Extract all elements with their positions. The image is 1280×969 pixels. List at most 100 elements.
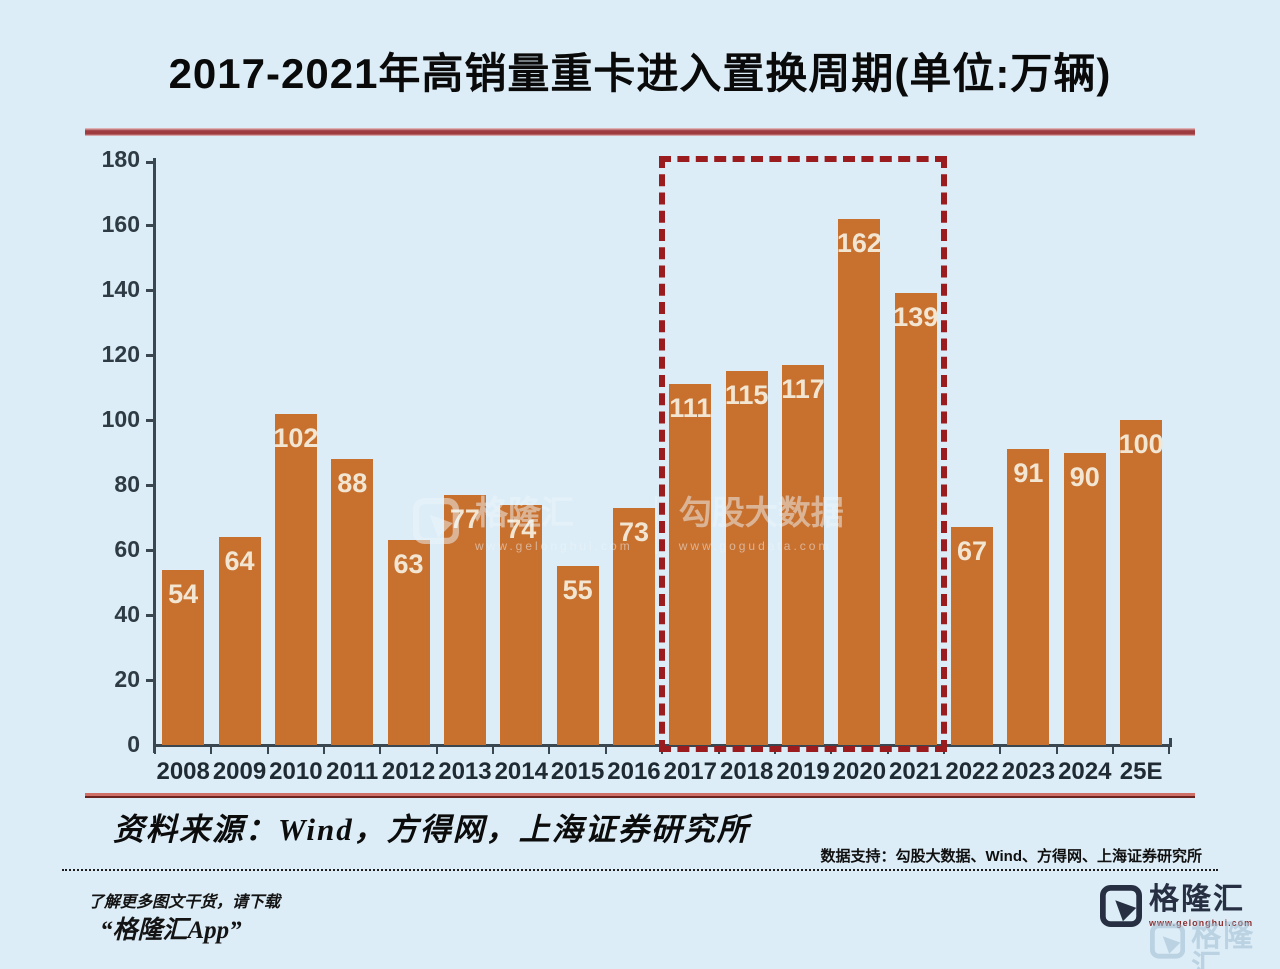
- y-tick-label: 160: [101, 211, 140, 237]
- x-tick-mark: [1111, 745, 1114, 754]
- x-category-label: 2012: [381, 758, 436, 785]
- y-tick-label: 80: [114, 471, 140, 497]
- y-tick-label: 0: [127, 731, 140, 757]
- bar-value-label: 64: [224, 546, 255, 576]
- gelonghui-logo-icon: [1150, 923, 1186, 959]
- bar-value-label: 91: [1013, 458, 1044, 489]
- x-category-label: 2018: [719, 758, 774, 785]
- source-divider-line: [85, 793, 1195, 798]
- bar-value-label: 55: [562, 575, 593, 606]
- bar: [387, 540, 430, 745]
- y-tick-mark: [146, 549, 155, 552]
- x-tick-mark: [492, 745, 495, 754]
- y-tick-label: 180: [101, 146, 140, 172]
- source-text: 资料来源：Wind，方得网，上海证券研究所: [113, 812, 750, 847]
- bar-value-label: 117: [781, 373, 825, 404]
- logo-brand-text: 格隆汇: [1149, 883, 1245, 916]
- bar-value-label: 63: [393, 549, 424, 580]
- x-category-label: 25E: [1119, 758, 1163, 785]
- gelonghui-logo-icon: [1100, 885, 1142, 927]
- x-axis-end-tick: [1169, 738, 1172, 747]
- bar: [500, 504, 543, 745]
- bar-value-label: 74: [506, 513, 537, 544]
- bar-value-label: 73: [618, 516, 649, 547]
- y-tick-label: 20: [114, 666, 140, 692]
- x-tick-mark: [548, 745, 551, 754]
- x-tick-mark: [379, 745, 382, 754]
- y-tick-label: 40: [114, 601, 140, 627]
- bar: [1120, 420, 1163, 745]
- bar: [725, 371, 768, 745]
- bar: [331, 459, 374, 745]
- y-tick-label: 120: [101, 341, 140, 367]
- x-tick-mark: [210, 745, 213, 754]
- bar: [556, 566, 599, 745]
- bar: [274, 413, 317, 745]
- title-underline: [85, 128, 1195, 136]
- y-tick-mark: [146, 484, 155, 487]
- highlight-box: [659, 156, 947, 752]
- bar: [782, 364, 825, 745]
- y-tick-label: 140: [101, 276, 140, 302]
- y-tick-mark: [146, 354, 155, 357]
- y-tick-mark: [146, 419, 155, 422]
- corner-watermark-brand: 格隆汇: [1191, 920, 1256, 969]
- bar: [162, 569, 205, 745]
- y-axis-top-tick: [146, 161, 156, 164]
- bar-value-label: 102: [273, 422, 319, 453]
- bar: [1007, 449, 1050, 745]
- y-tick-label: 100: [101, 406, 140, 432]
- x-category-label: 2020: [832, 758, 887, 785]
- x-category-label: 2011: [326, 758, 379, 785]
- y-tick-mark: [146, 289, 155, 292]
- x-tick-mark: [999, 745, 1002, 754]
- bar: [218, 537, 261, 745]
- corner-watermark: 格隆汇: [1150, 922, 1280, 969]
- bar-value-label: 115: [724, 380, 769, 411]
- x-category-label: 2019: [776, 758, 830, 785]
- x-tick-mark: [323, 745, 326, 754]
- y-tick-mark: [146, 614, 155, 617]
- x-category-label: 2021: [889, 758, 943, 785]
- bar-value-label: 100: [1118, 429, 1164, 459]
- bar: [951, 527, 994, 745]
- x-category-label: 2016: [607, 758, 661, 785]
- x-category-label: 2008: [156, 758, 210, 785]
- bar: [838, 218, 881, 745]
- bar: [1063, 452, 1106, 745]
- bar-value-label: 88: [337, 468, 368, 498]
- data-support-text: 数据支持：勾股大数据、Wind、方得网、上海证券研究所: [820, 848, 1202, 865]
- page-title: 2017-2021年高销量重卡进入置换周期(单位:万辆): [168, 50, 1112, 97]
- x-tick-mark: [1055, 745, 1058, 754]
- x-category-label: 2024: [1058, 758, 1112, 785]
- x-category-label: 2017: [663, 758, 717, 785]
- x-tick-mark: [154, 745, 156, 754]
- bar: [612, 507, 655, 745]
- bar-value-label: 139: [893, 302, 939, 333]
- y-tick-mark: [146, 679, 155, 682]
- bar-value-label: 77: [449, 503, 480, 534]
- app-name-text: “格隆汇App”: [100, 917, 242, 944]
- x-tick-mark: [435, 745, 438, 754]
- y-axis-line: [153, 158, 156, 753]
- download-hint-text: 了解更多图文干货，请下载: [88, 894, 281, 911]
- bar: [894, 293, 937, 745]
- x-tick-mark: [1168, 745, 1171, 754]
- footer-dotted-divider: [62, 869, 1218, 871]
- bar: [669, 384, 712, 745]
- x-category-label: 2023: [1001, 758, 1056, 785]
- x-tick-mark: [266, 745, 269, 754]
- x-category-label: 2014: [494, 758, 548, 785]
- x-category-label: 2022: [945, 758, 999, 785]
- bar-value-label: 67: [957, 536, 988, 567]
- bar-value-label: 162: [836, 227, 882, 258]
- bar-value-label: 111: [669, 393, 712, 424]
- bar-value-label: 90: [1069, 461, 1100, 492]
- x-category-label: 2010: [269, 758, 323, 785]
- logo-url-text: www.gelonghui.com: [1149, 918, 1254, 928]
- y-tick-label: 60: [114, 536, 140, 562]
- y-tick-mark: [146, 224, 155, 227]
- bar-value-label: 54: [168, 578, 199, 609]
